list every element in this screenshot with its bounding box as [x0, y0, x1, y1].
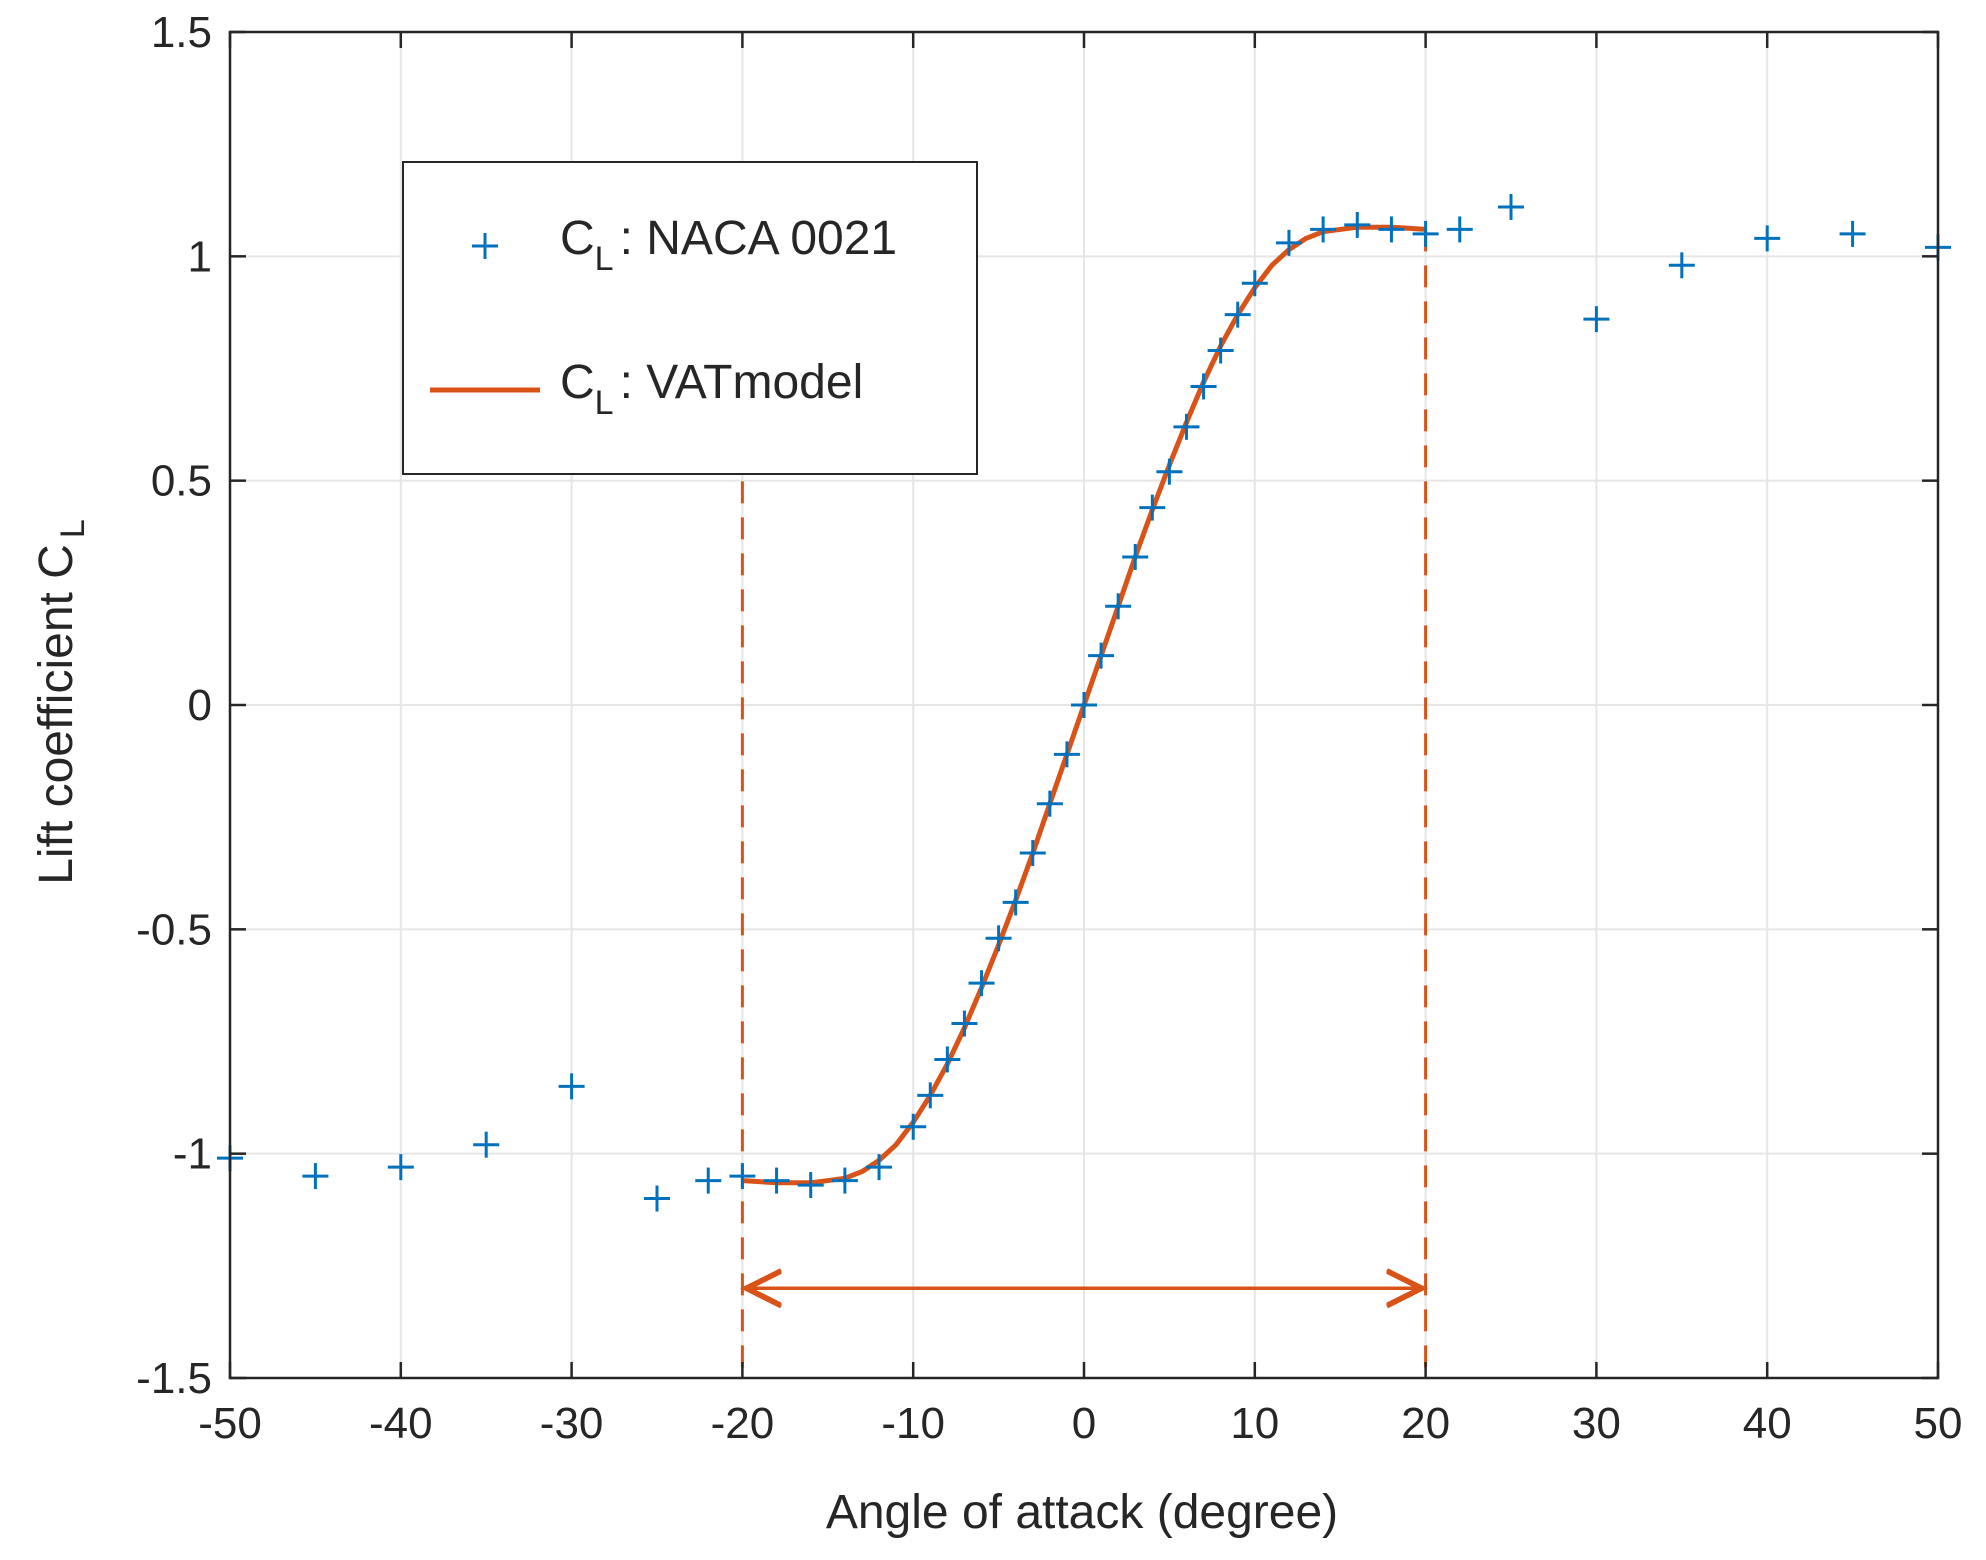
- legend-vat-main: C: [560, 356, 595, 409]
- x-tick-label: -40: [369, 1399, 433, 1448]
- data-point: [1190, 373, 1217, 400]
- data-point: [302, 1163, 329, 1190]
- legend-naca-rest: : NACA 0021: [620, 212, 898, 265]
- axis-ticks: [228, 30, 1940, 1380]
- legend-naca-sub: L: [595, 240, 614, 278]
- x-tick-label: -10: [881, 1399, 945, 1448]
- legend: CL: NACA 0021 CL: VATmodel: [402, 161, 978, 475]
- data-point: [900, 1113, 927, 1140]
- data-point: [1071, 692, 1097, 718]
- x-tick-label: 20: [1401, 1399, 1450, 1448]
- data-point: [1088, 642, 1115, 669]
- data-point: [695, 1167, 722, 1194]
- data-point: [473, 1131, 500, 1158]
- data-point: [985, 925, 1012, 952]
- data-point: [387, 1154, 414, 1181]
- data-point: [1446, 216, 1473, 243]
- data-point: [1139, 494, 1166, 521]
- data-point: [866, 1154, 893, 1181]
- data-point: [729, 1163, 756, 1190]
- data-point: [1019, 840, 1046, 867]
- data-point: [951, 1010, 978, 1037]
- data-point: [1053, 741, 1080, 768]
- data-point: [831, 1167, 858, 1194]
- y-tick-label: 0: [188, 681, 212, 730]
- y-tick-label: -0.5: [136, 905, 212, 954]
- data-point: [1839, 220, 1866, 247]
- x-tick-label: -20: [711, 1399, 775, 1448]
- legend-plus: [472, 233, 498, 259]
- data-point: [1275, 229, 1302, 256]
- data-point: [1498, 193, 1524, 220]
- data-point: [1344, 211, 1371, 238]
- x-tick-label: 10: [1230, 1399, 1279, 1448]
- y-tick-label: -1.5: [136, 1354, 212, 1403]
- legend-plus-marker: [472, 233, 498, 259]
- data-point: [1156, 458, 1183, 485]
- y-tick-label: 1: [188, 232, 212, 281]
- data-point: [1583, 306, 1610, 333]
- data-point: [763, 1167, 790, 1194]
- data-point: [1378, 216, 1405, 243]
- legend-label-naca: CL: NACA 0021: [560, 212, 897, 278]
- data-point: [1224, 301, 1251, 328]
- data-point: [934, 1046, 961, 1073]
- data-point: [1754, 225, 1781, 252]
- legend-naca-main: C: [560, 212, 595, 265]
- legend-box: [402, 161, 978, 475]
- tick-labels: -50 -40 -30 -20 -10 0 10 20 30 40 50 -1.5 -1 -0.5 0 0.5…: [136, 8, 1962, 1448]
- data-point: [1002, 889, 1029, 916]
- data-point: [1036, 790, 1063, 817]
- y-tick-label: 1.5: [151, 8, 212, 57]
- data-point: [1310, 216, 1337, 243]
- y-axis-title-sub: L: [54, 519, 92, 538]
- data-point: [1241, 270, 1268, 297]
- legend-entry-naca: CL: NACA 0021: [472, 212, 897, 278]
- data-point: [1105, 593, 1132, 620]
- x-tick-label: 50: [1914, 1399, 1963, 1448]
- x-tick-label: 30: [1572, 1399, 1621, 1448]
- data-point: [1173, 413, 1200, 440]
- data-point: [917, 1082, 944, 1109]
- data-point: [558, 1073, 585, 1100]
- data-point: [1207, 337, 1234, 364]
- x-tick-label: 40: [1743, 1399, 1792, 1448]
- data-point: [1122, 543, 1149, 570]
- data-point: [1412, 220, 1439, 247]
- naca-0021-series: [217, 193, 1951, 1212]
- x-tick-label: 0: [1072, 1399, 1096, 1448]
- data-point: [1668, 252, 1695, 279]
- legend-vat-rest: : VATmodel: [620, 356, 864, 409]
- data-point: [968, 970, 995, 997]
- y-tick-label: -1: [173, 1130, 212, 1179]
- data-point: [644, 1185, 670, 1212]
- y-tick-label: 0.5: [151, 457, 212, 506]
- data-point: [797, 1172, 824, 1199]
- x-axis-title: Angle of attack (degree): [826, 1486, 1338, 1539]
- svg-text:Lift coefficient CL: Lift coefficient C L: [30, 519, 92, 885]
- x-tick-label: -30: [540, 1399, 604, 1448]
- legend-label-vat: CL: VATmodel: [560, 356, 863, 422]
- legend-vat-sub: L: [595, 384, 614, 422]
- y-axis-title-main: Lift coefficient C: [30, 544, 83, 885]
- y-axis-title: Lift coefficient C L: [30, 519, 92, 885]
- x-tick-label: -50: [198, 1399, 262, 1448]
- legend-entry-vat: CL: VATmodel: [430, 356, 863, 422]
